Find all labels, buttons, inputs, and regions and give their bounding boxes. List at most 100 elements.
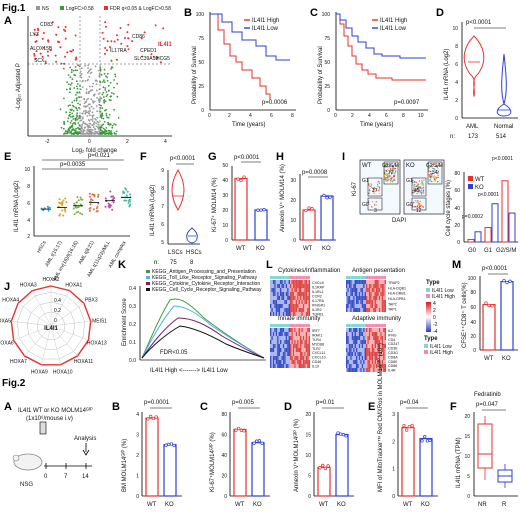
volcano-point [131,40,134,43]
heatmap-cell [278,312,280,316]
heatmap-cell [378,308,381,312]
heatmap-cell [307,344,309,348]
flow-event [437,165,439,167]
heatmap-cell [374,364,376,368]
heatmap-cell [368,296,371,300]
heatmap-cell [371,304,374,308]
flow-event [388,179,390,181]
dot-point [95,210,98,213]
fig2-dot [323,466,328,471]
fig2-group-label: WT [319,502,329,508]
heatmap-cell [275,292,278,296]
heatmap-cell [351,280,354,284]
heatmap-cell [364,352,366,356]
heatmap-cell [353,344,355,348]
heatmap-cell [288,352,290,356]
volcano-point [117,117,120,119]
flow-event [419,188,421,190]
volcano-point [99,98,101,101]
heatmap-cell [363,348,365,352]
volcano-point [60,62,63,65]
gene-label-cd83: CD83 [40,22,53,28]
flow-event [430,175,432,177]
heatmap-type-cell [348,324,351,327]
heatmap-cell [383,308,385,312]
heatmap-gene-label: MYD88 [312,342,324,346]
heatmap-cell [383,328,385,332]
heatmap-cell [285,364,288,368]
volcano-point [83,102,86,105]
heatmap-cell [280,280,282,284]
panel-m-group-ko: KO [502,356,511,362]
dot-point [77,210,80,213]
flow-event [384,164,386,166]
heatmap-cell [294,344,296,348]
bar-dot [307,206,311,210]
volcano-point [91,116,94,118]
volcano-point [92,94,95,97]
volcano-point [84,126,86,129]
heatmap-gene-label: HLA-DQB1 [388,286,406,290]
heatmap-cell [353,284,355,288]
heatmap-cell [274,364,276,368]
fig2-pvalue: p=0.005 [232,400,255,406]
volcano-point [100,115,102,117]
flow-event [419,190,421,192]
heatmap-cell [347,348,349,352]
heatmap-cell [380,344,382,348]
volcano-point [102,123,105,126]
heatmap-cell [281,312,283,316]
volcano-point [67,117,70,120]
heatmap-cell [282,296,285,300]
dot-point [124,187,127,190]
heatmap-cell [281,300,283,304]
flow-event [379,192,381,194]
volcano-point [64,37,67,40]
panel-g-bar-wt [234,177,248,241]
heatmap-cell [366,328,368,332]
heatmap-type-cell [378,324,381,327]
heatmap-cell [295,328,298,332]
heatmap-cell [377,304,379,308]
dot-point [47,207,50,209]
heatmap-cell [297,296,299,300]
heatmap-cell [357,332,359,336]
heatmap-cell [367,304,369,308]
dot-point [77,199,80,202]
heatmap-cell [358,336,361,340]
volcano-point [119,27,122,29]
panel-h-ytick-0: 0 [293,238,296,244]
flow-event [435,165,437,167]
panel-f-n-lscs: 75 [170,260,177,266]
radar-ring-1: 0.2 [54,308,61,314]
heatmap-cell [346,360,348,364]
volcano-points [33,21,165,135]
heatmap-cell [291,360,293,364]
volcano-point [84,64,87,67]
heatmap-cell [376,328,378,332]
volcano-point [88,132,91,135]
heatmap-gene-label: IL2 [388,329,393,333]
heatmap-cell [308,356,310,360]
heatmap-cell [351,284,354,288]
volcano-point [34,57,37,60]
heatmap-type-cell [357,276,359,279]
heatmap-type-cell [378,276,381,279]
heatmap-cell [291,364,293,368]
heatmap-cell [377,336,379,340]
heatmap-cell [274,312,276,316]
heatmap-cell [384,352,386,356]
heatmap-cell [361,284,364,288]
heatmap-cell [376,356,378,360]
panel-d-ytick-0: 0 [455,116,458,122]
heatmap-cell [290,364,292,368]
heatmap-cell [373,300,375,304]
heatmap-type-cell [380,276,382,279]
fig2-a-letter: A [4,401,12,413]
volcano-point [87,103,90,106]
heatmap-cell [307,284,309,288]
heatmap-cell [287,364,289,368]
heatmap-type-cell [384,276,386,279]
heatmap-legend-title: Type [426,280,440,286]
dot-point [112,201,115,204]
